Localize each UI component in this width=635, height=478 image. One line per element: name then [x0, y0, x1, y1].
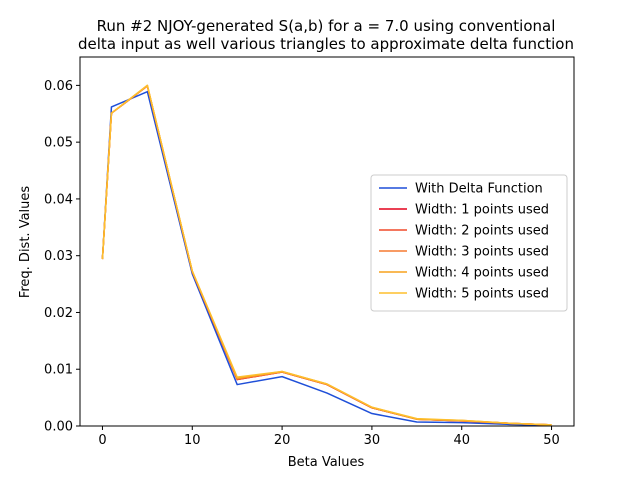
- legend-label: Width: 5 points used: [415, 287, 549, 302]
- legend-box: [370, 174, 568, 312]
- y-tick-label: 0.05: [44, 136, 73, 151]
- x-tick-label: 40: [453, 433, 470, 448]
- legend-label: Width: 3 points used: [415, 245, 549, 260]
- plot-frame: [79, 56, 575, 427]
- x-tick-label: 10: [184, 433, 201, 448]
- series-line-6: [101, 84, 552, 426]
- legend-label: Width: 1 points used: [415, 203, 549, 218]
- y-tick-label: 0.04: [44, 192, 73, 207]
- y-tick-label: 0.00: [44, 420, 73, 435]
- x-tick-label: 0: [98, 433, 106, 448]
- x-tick-label: 50: [543, 433, 560, 448]
- y-tick-label: 0.02: [44, 306, 73, 321]
- legend-label: With Delta Function: [415, 182, 543, 197]
- chart-title-line-2: delta input as well various triangles to…: [78, 35, 574, 53]
- legend-label: Width: 2 points used: [415, 224, 549, 239]
- chart-title-line-1: Run #2 NJOY-generated S(a,b) for a = 7.0…: [97, 17, 556, 35]
- legend: With Delta Function Width: 1 points used W…: [370, 174, 568, 312]
- x-tick-label: 20: [274, 433, 291, 448]
- x-tick-label: 30: [364, 433, 381, 448]
- y-tick-label: 0.06: [44, 79, 73, 94]
- y-tick-label: 0.03: [44, 249, 73, 264]
- y-tick-label: 0.01: [44, 363, 73, 378]
- x-axis-label: Beta Values: [288, 455, 365, 470]
- y-axis-label: Freq. Dist. Values: [18, 186, 33, 299]
- series-line-1: [101, 90, 552, 427]
- legend-label: Width: 4 points used: [415, 266, 549, 281]
- plot-area: 0 10 20 30 40 50 0.00 0.01 0.02 0.03 0.04 0.05 0.06: [44, 56, 575, 448]
